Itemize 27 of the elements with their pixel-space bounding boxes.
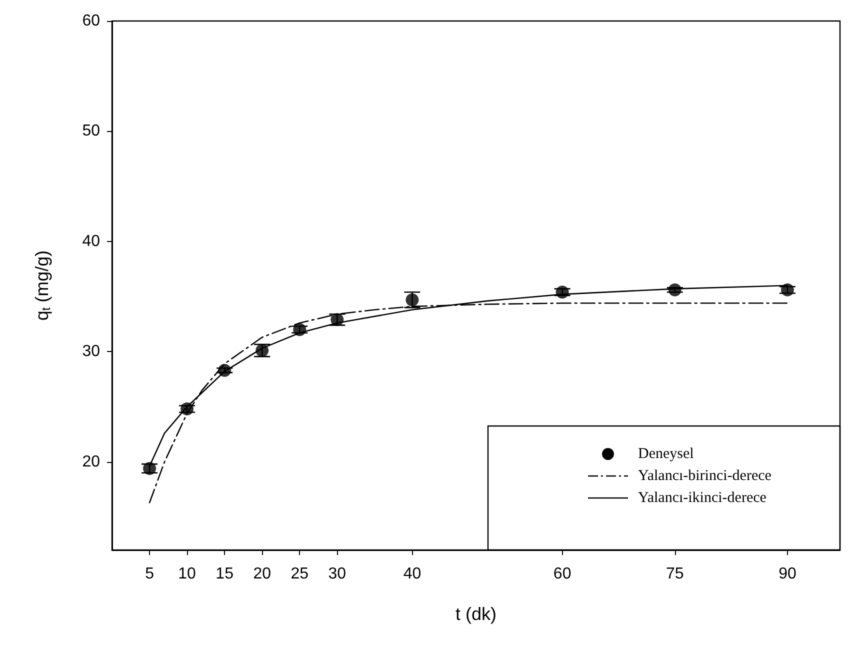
y-tick-label: 40 <box>82 232 100 250</box>
point <box>556 286 569 299</box>
point <box>218 364 232 377</box>
y-axis-title: qt (mg/g) <box>32 250 53 321</box>
x-tick-label: 90 <box>778 566 796 582</box>
point <box>180 402 194 416</box>
x-tick-label: 25 <box>290 566 309 582</box>
y-tick-label: 20 <box>82 453 100 470</box>
x-tick-label: 30 <box>328 566 346 582</box>
x-tick-label: 75 <box>666 566 684 582</box>
x-axis-title: t (dk) <box>455 604 497 624</box>
point <box>256 344 269 358</box>
legend-label: Deneysel <box>638 446 694 462</box>
x-tick-label: 10 <box>178 566 196 582</box>
x-tick-label: 5 <box>145 566 154 582</box>
point <box>668 283 682 296</box>
x-tick-label: 60 <box>553 566 572 582</box>
point <box>293 323 306 336</box>
y-tick-label: 50 <box>82 122 100 140</box>
y-tick-label: 30 <box>82 343 100 360</box>
legend-label: Yalancı-ikinci-derece <box>638 490 767 506</box>
point <box>780 283 794 296</box>
y-tick-label: 60 <box>82 12 100 30</box>
x-tick-label: 40 <box>403 566 422 582</box>
legend-label: Yalancı-birinci-derece <box>638 468 772 484</box>
x-tick-label: 15 <box>216 566 234 582</box>
x-tick-label: 20 <box>253 566 272 582</box>
